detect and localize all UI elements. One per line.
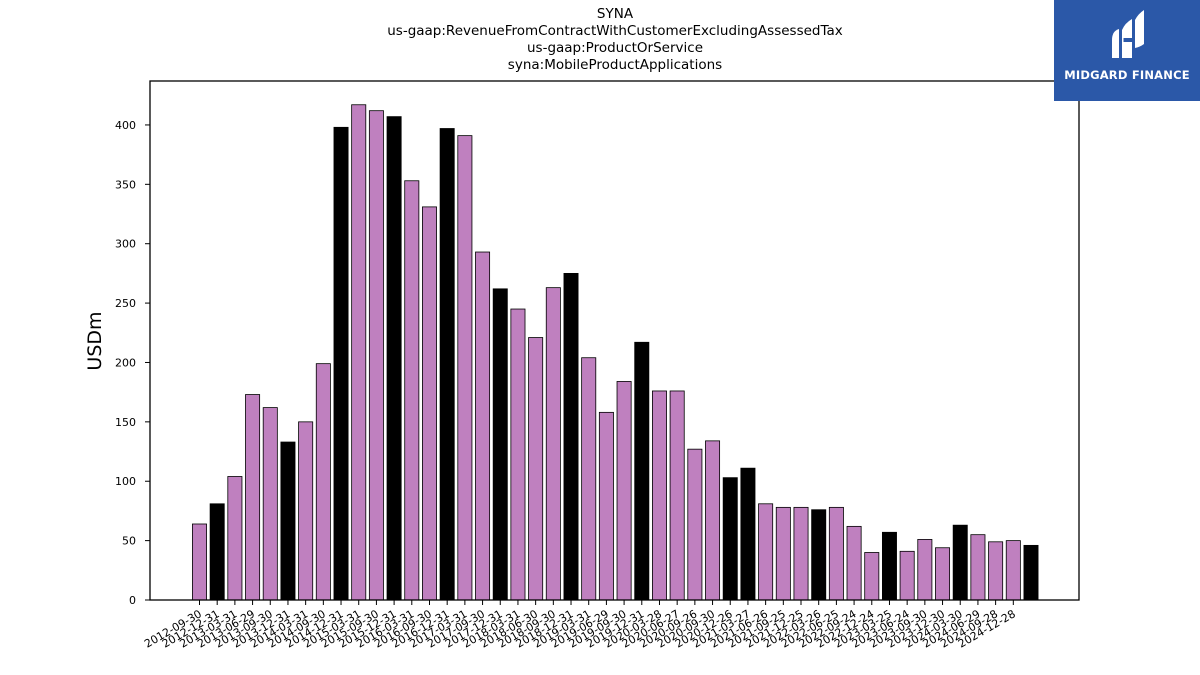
bar (616, 381, 632, 601)
bar (758, 503, 774, 601)
bar (598, 411, 614, 601)
bar (1023, 544, 1039, 601)
plot-frame (149, 80, 1080, 601)
bar (917, 539, 933, 601)
bar (404, 180, 420, 601)
bar (227, 476, 243, 601)
bar (970, 534, 986, 601)
bar (333, 126, 349, 601)
title-line-2: us-gaap:RevenueFromContractWithCustomerE… (387, 23, 843, 39)
bar (563, 272, 579, 601)
bar (475, 251, 491, 601)
bar (669, 390, 685, 601)
bar (368, 110, 384, 601)
bar (652, 390, 667, 601)
bar (492, 288, 508, 601)
y-tick-label: 50 (122, 535, 136, 548)
bar (899, 550, 915, 601)
bar (811, 509, 827, 601)
bar (846, 525, 862, 601)
bar (864, 552, 880, 601)
brand-logo: MIDGARD FINANCE (1054, 0, 1200, 101)
logo-text: MIDGARD FINANCE (1064, 68, 1190, 82)
y-tick-label: 400 (115, 119, 136, 132)
bar (351, 104, 367, 601)
bar (192, 523, 207, 601)
title-line-1: SYNA (596, 6, 634, 22)
y-axis: 0 50 100 150 200 250 300 350 400 (115, 119, 150, 607)
bar (439, 128, 455, 601)
bars-group (192, 104, 1039, 601)
bar (705, 440, 721, 601)
bar (988, 541, 1004, 601)
bar (828, 506, 844, 601)
y-tick-label: 350 (115, 178, 136, 191)
bar (581, 357, 597, 601)
y-axis-label: USDm (84, 311, 106, 370)
x-axis: 2012-09-302012-12-312013-03-312013-06-29… (142, 600, 1018, 651)
title-line-4: syna:MobileProductApplications (507, 57, 723, 73)
bar (634, 341, 650, 601)
chart-title: SYNA us-gaap:RevenueFromContractWithCust… (215, 6, 1015, 74)
bar (545, 287, 561, 601)
bar (722, 477, 738, 601)
logo-mark-icon (1112, 10, 1144, 58)
bar (1005, 540, 1021, 601)
bar (687, 448, 703, 601)
bar (262, 407, 278, 601)
bar (245, 394, 261, 601)
bar (935, 547, 951, 601)
bar (298, 421, 314, 601)
bar (528, 337, 544, 601)
bar (881, 531, 897, 601)
y-tick-label: 200 (115, 356, 136, 369)
y-tick-label: 300 (115, 238, 136, 251)
y-tick-label: 0 (129, 594, 136, 607)
bar (209, 503, 225, 601)
y-tick-label: 100 (115, 475, 136, 488)
bar (422, 206, 437, 601)
y-tick-label: 150 (115, 416, 136, 429)
bar (315, 363, 331, 601)
title-line-3: us-gaap:ProductOrService (526, 40, 704, 56)
bar (510, 308, 526, 601)
y-tick-label: 250 (115, 297, 136, 310)
bar (952, 524, 968, 601)
bar (793, 506, 809, 601)
bar (775, 506, 791, 601)
bar (740, 467, 756, 601)
bar (280, 441, 296, 601)
bar (386, 116, 402, 601)
bar (457, 135, 473, 601)
